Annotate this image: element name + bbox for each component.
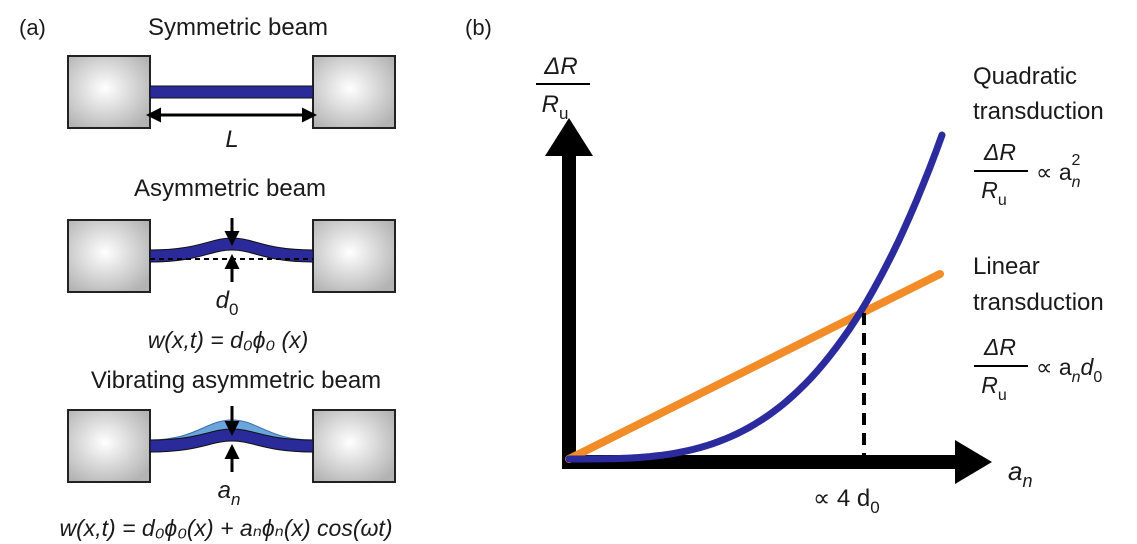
vibrating-beam-diagram: Vibrating asymmetric beam an w(x,t) = d₀… xyxy=(60,367,396,541)
y-axis-label: ΔR Ru xyxy=(536,53,590,123)
linear-transduction-line xyxy=(565,270,944,463)
x-axis-label: an xyxy=(1008,456,1032,491)
linear-title-line2: transduction xyxy=(973,289,1104,316)
symmetric-beam-diagram: Symmetric beam L xyxy=(67,14,396,153)
right-clamp xyxy=(312,409,396,483)
quadratic-title-line1: Quadratic xyxy=(973,63,1077,90)
linear-title-line1: Linear xyxy=(973,253,1040,280)
asymmetric-beam-title: Asymmetric beam xyxy=(134,175,326,202)
symmetric-beam xyxy=(149,85,314,99)
linear-annotation: Linear transduction ΔR Ru ∝ and0 xyxy=(973,253,1104,404)
static-deflection-equation: w(x,t) = d₀ϕ₀ (x) xyxy=(148,327,309,353)
quadratic-title-line2: transduction xyxy=(973,98,1104,125)
offset-label: d0 xyxy=(216,287,239,319)
panel-a: (a) Symmetric beam L Asymmetric beam d0 … xyxy=(19,14,396,541)
vibrating-beam xyxy=(149,428,314,453)
panel-b-label: (b) xyxy=(465,15,492,40)
symmetric-beam-title: Symmetric beam xyxy=(148,14,328,41)
linear-proportionality: ∝ and0 xyxy=(1036,354,1102,386)
x-axis-arrowhead xyxy=(955,440,992,484)
right-clamp xyxy=(312,55,396,129)
quadratic-transduction-curve xyxy=(565,131,946,463)
panel-b: (b) ΔR Ru an ∝ 4 d0 Quadratic transducti… xyxy=(465,15,1104,517)
amplitude-label: an xyxy=(218,477,241,509)
quadratic-annotation: Quadratic transduction ΔR Ru ∝ an2 xyxy=(973,63,1104,209)
left-clamp xyxy=(67,409,151,483)
right-clamp xyxy=(312,219,396,293)
vibration-equation: w(x,t) = d₀ϕ₀(x) + aₙϕₙ(x) cos(ωt) xyxy=(60,515,393,541)
axes xyxy=(545,118,992,484)
quadratic-frac-denominator: Ru xyxy=(981,177,1007,209)
y-label-numerator: ΔR xyxy=(543,53,577,80)
asymmetric-beam-diagram: Asymmetric beam d0 w(x,t) = d₀ϕ₀ (x) xyxy=(67,175,396,353)
vibrating-beam-title: Vibrating asymmetric beam xyxy=(91,367,381,394)
y-axis-arrowhead xyxy=(545,118,593,156)
left-clamp xyxy=(67,219,151,293)
deflected-beam xyxy=(149,237,314,263)
linear-frac-denominator: Ru xyxy=(981,372,1007,404)
quadratic-frac-numerator: ΔR xyxy=(983,139,1016,165)
quadratic-proportionality: ∝ an2 xyxy=(1036,152,1081,191)
crossover-marker-label: ∝ 4 d0 xyxy=(813,485,880,517)
panel-a-label: (a) xyxy=(19,15,46,40)
length-label: L xyxy=(225,126,238,153)
linear-frac-numerator: ΔR xyxy=(983,334,1016,360)
y-label-denominator: Ru xyxy=(542,91,569,123)
left-clamp xyxy=(67,55,151,129)
